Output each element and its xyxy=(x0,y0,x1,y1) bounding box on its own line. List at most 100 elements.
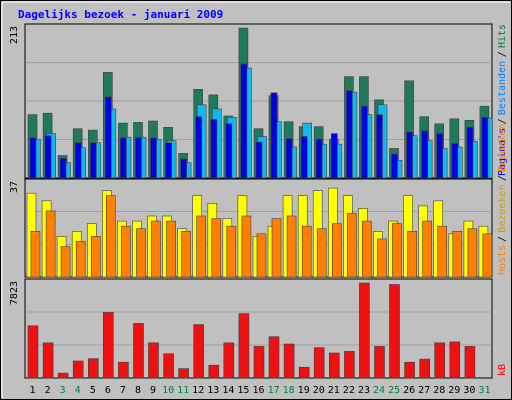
bar-pagina-s-18 xyxy=(285,138,293,179)
bar-kb-5 xyxy=(88,358,99,379)
bar-kb-28 xyxy=(434,342,446,379)
bar-bezoeken-19 xyxy=(301,225,312,278)
x-tick-label-5: 5 xyxy=(90,385,96,396)
x-tick-label-4: 4 xyxy=(75,385,81,396)
bar-bezoeken-10 xyxy=(166,220,176,278)
bar-kb-24 xyxy=(374,346,385,379)
legend-entry: Bestanden xyxy=(497,61,508,115)
bar-pagina-s-12 xyxy=(195,116,202,179)
bar-pagina-s-26 xyxy=(406,131,413,179)
x-tick-label-6: 6 xyxy=(105,385,111,396)
x-tick-label-3: 3 xyxy=(60,385,66,396)
bar-bezoeken-9 xyxy=(151,220,161,278)
x-tick-label-28: 28 xyxy=(433,385,445,396)
bar-pagina-s-15 xyxy=(240,63,248,179)
bar-kb-14 xyxy=(223,342,235,379)
bar-pagina-s-9 xyxy=(150,137,157,179)
bar-bezoeken-21 xyxy=(331,223,342,278)
legend-entry: Hits xyxy=(497,24,508,48)
bar-pagina-s-20 xyxy=(315,139,323,179)
bar-bezoeken-6 xyxy=(106,195,116,278)
x-tick-label-9: 9 xyxy=(150,385,156,396)
y-max-label: 37 xyxy=(9,181,20,193)
x-tick-label-12: 12 xyxy=(192,385,204,396)
x-tick-label-2: 2 xyxy=(45,385,51,396)
legend: Hosts / Bezoeken / Bezoeken xyxy=(497,124,508,275)
bar-bezoeken-18 xyxy=(286,215,297,278)
bar-bezoeken-17 xyxy=(271,218,282,278)
bar-bezoeken-30 xyxy=(467,228,478,278)
bar-kb-9 xyxy=(148,342,159,379)
bar-kb-20 xyxy=(313,347,325,379)
bar-kb-25 xyxy=(389,284,400,379)
panels: 213Pagina's/Bestanden/Hits37Hosts/Bezoek… xyxy=(9,23,508,379)
bar-kb-30 xyxy=(464,346,476,379)
bar-kb-4 xyxy=(72,360,84,379)
bar-bezoeken-24 xyxy=(377,238,387,278)
bar-pagina-s-11 xyxy=(180,158,187,179)
legend-separator: / xyxy=(497,175,508,181)
chart-title: Dagelijks bezoek - januari 2009 xyxy=(18,8,223,21)
x-tick-label-21: 21 xyxy=(328,385,340,396)
x-tick-label-16: 16 xyxy=(252,385,264,396)
legend-entry: Bezoeken xyxy=(497,185,508,233)
legend: kB xyxy=(497,364,508,376)
bar-pagina-s-13 xyxy=(210,119,218,179)
bar-kb-7 xyxy=(118,361,129,379)
bar-bezoeken-3 xyxy=(60,246,71,278)
bar-bezoeken-4 xyxy=(75,241,86,278)
bar-kb-16 xyxy=(253,346,265,379)
bar-pagina-s-28 xyxy=(436,133,444,179)
bar-pagina-s-14 xyxy=(225,123,233,179)
bar-pagina-s-21 xyxy=(330,133,338,179)
legend-entry: Bezoeken xyxy=(497,124,508,172)
x-tick-label-23: 23 xyxy=(358,385,370,396)
bar-bezoeken-28 xyxy=(437,225,448,278)
x-tick-label-13: 13 xyxy=(207,385,219,396)
bar-bezoeken-15 xyxy=(241,215,252,278)
legend-entry: Pagina's xyxy=(497,128,508,176)
bar-kb-3 xyxy=(57,372,69,379)
x-tick-label-26: 26 xyxy=(403,385,415,396)
bar-kb-8 xyxy=(133,323,144,379)
bar-bezoeken-27 xyxy=(422,220,433,278)
x-tick-label-15: 15 xyxy=(237,385,249,396)
x-tick-label-22: 22 xyxy=(343,385,355,396)
legend: Pagina's / Bestanden / Hits xyxy=(497,24,508,176)
x-tick-labels: 1 2 3 4 5 6 7 8 9 10 11 12 13 14 15 16 17 18 19 20 21 22 23 24 2… xyxy=(29,385,490,396)
bar-bezoeken-5 xyxy=(91,236,101,278)
legend-entry: kB xyxy=(497,364,508,376)
x-tick-label-24: 24 xyxy=(373,385,385,396)
bar-bezoeken-13 xyxy=(211,218,222,278)
bar-pagina-s-7 xyxy=(120,137,127,179)
bar-pagina-s-16 xyxy=(255,141,263,179)
bar-pagina-s-5 xyxy=(90,142,97,179)
bar-kb-1 xyxy=(27,325,39,379)
x-tick-label-18: 18 xyxy=(283,385,295,396)
bar-bezoeken-22 xyxy=(347,213,357,278)
bar-kb-17 xyxy=(268,336,280,379)
x-tick-label-1: 1 xyxy=(29,385,35,396)
x-tick-label-19: 19 xyxy=(298,385,310,396)
y-max-label: 7823 xyxy=(9,281,20,305)
bar-kb-26 xyxy=(404,361,415,379)
bar-bezoeken-25 xyxy=(392,223,402,278)
bar-bezoeken-1 xyxy=(30,231,41,278)
x-tick-label-30: 30 xyxy=(463,385,475,396)
x-tick-label-29: 29 xyxy=(448,385,460,396)
bar-pagina-s-24 xyxy=(376,114,383,179)
legend-separator: / xyxy=(497,236,508,242)
bar-pagina-s-3 xyxy=(59,158,67,179)
x-tick-label-14: 14 xyxy=(222,385,234,396)
panel-kb: 7823 kB xyxy=(9,278,508,379)
x-tick-label-8: 8 xyxy=(135,385,141,396)
bar-bezoeken-12 xyxy=(196,215,206,278)
bar-kb-11 xyxy=(178,368,189,379)
bar-kb-6 xyxy=(103,312,114,379)
x-tick-label-27: 27 xyxy=(418,385,430,396)
bar-pagina-s-22 xyxy=(346,90,353,179)
bar-pagina-s-30 xyxy=(466,127,474,179)
bar-pagina-s-29 xyxy=(451,143,459,179)
bar-pagina-s-27 xyxy=(421,130,429,179)
